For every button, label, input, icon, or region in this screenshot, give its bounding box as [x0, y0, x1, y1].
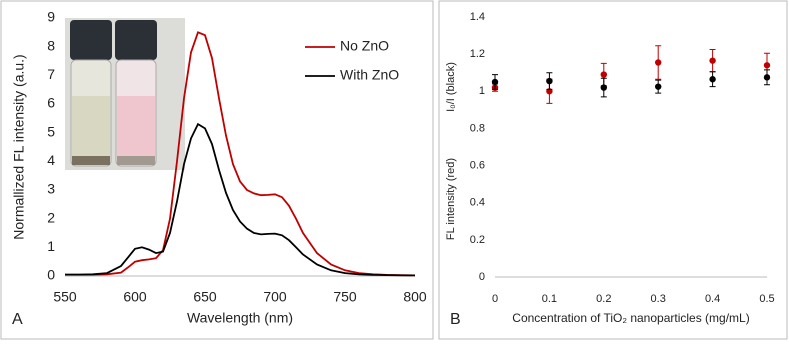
point — [600, 84, 607, 91]
point — [546, 77, 553, 85]
y-tick-label: 4 — [47, 152, 55, 168]
point — [709, 76, 716, 83]
line — [65, 122, 415, 277]
legend-label: With ZnO — [340, 67, 399, 83]
y-tick-label: 0.2 — [470, 234, 485, 246]
x-axis-label: Wavelength (nm) — [187, 310, 293, 326]
y-axis-label: FL intensity (red) — [445, 158, 457, 240]
panel-b-frame — [438, 0, 788, 340]
x-tick-label: 0.1 — [542, 293, 557, 305]
y-tick-label: 0.8 — [470, 122, 485, 134]
panel-label: B — [450, 311, 461, 328]
y-axis-label: Normallized FL intensity (a.u.) — [11, 54, 27, 239]
point — [655, 83, 662, 90]
x-axis-label: Concentration of TiO₂ nanoparticles (mg/… — [512, 311, 749, 325]
panel-a-frame — [0, 0, 434, 340]
point — [600, 71, 607, 78]
y-tick-label: 0.6 — [470, 159, 485, 171]
x-tick-label: 0 — [492, 293, 498, 305]
line — [65, 31, 416, 277]
point — [709, 57, 716, 64]
legend-label: No ZnO — [340, 38, 389, 54]
panel-label: A — [12, 311, 23, 328]
x-tick-label: 0.5 — [759, 293, 774, 305]
point — [655, 59, 662, 66]
x-tick-label: 0.3 — [651, 293, 666, 305]
y-tick-label: 0.4 — [470, 197, 485, 209]
y-tick-label: 1.2 — [470, 48, 485, 60]
y-tick-label: 0 — [479, 271, 485, 283]
x-tick-label: 750 — [333, 289, 357, 305]
x-tick-label: 600 — [123, 289, 147, 305]
y-tick-label: 8 — [47, 37, 55, 53]
y-tick-label: 2 — [47, 209, 55, 225]
inset-photo — [65, 18, 185, 170]
y-tick-label: 1 — [479, 85, 485, 97]
point — [763, 62, 771, 69]
point — [763, 74, 771, 81]
y-tick-label: 6 — [47, 95, 55, 111]
y-tick-label: 9 — [47, 9, 55, 25]
y-tick-label: 7 — [47, 66, 55, 82]
x-tick-label: 550 — [53, 289, 77, 305]
x-tick-label: 0.4 — [705, 293, 720, 305]
y-tick-label: 3 — [47, 181, 55, 197]
y-tick-label: 0 — [47, 267, 55, 283]
y-tick-label: 5 — [47, 123, 55, 139]
y-tick-label: 1.4 — [470, 11, 485, 23]
y-tick-label: 1 — [47, 238, 55, 254]
y-axis-label: I₀/I (black) — [445, 62, 457, 112]
x-tick-label: 800 — [403, 289, 427, 305]
x-tick-label: 0.2 — [596, 293, 611, 305]
point — [491, 78, 499, 86]
x-tick-label: 650 — [193, 289, 217, 305]
x-tick-label: 700 — [263, 289, 287, 305]
